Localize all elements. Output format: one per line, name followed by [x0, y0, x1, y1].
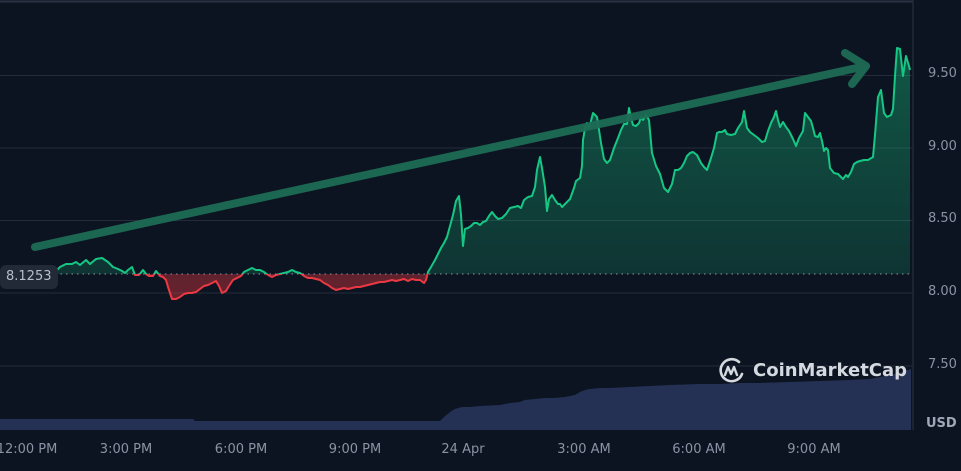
x-tick-label: 12:00 PM: [0, 442, 58, 457]
x-tick-label: 3:00 AM: [557, 442, 611, 457]
y-tick-label: 9.50: [928, 66, 957, 81]
volume-area: [0, 369, 911, 430]
y-tick-label: 7.50: [928, 357, 957, 372]
currency-label: USD: [926, 416, 957, 431]
uptrend-arrow-icon: [31, 49, 870, 251]
x-tick-label: 3:00 PM: [99, 442, 153, 457]
baseline-value-label: 8.1253: [0, 265, 58, 289]
coinmarketcap-logo-icon: [719, 357, 744, 383]
x-tick-label: 9:00 PM: [328, 442, 382, 457]
y-tick-label: 8.50: [928, 211, 957, 226]
y-tick-label: 8.00: [928, 284, 957, 299]
price-line: [54, 47, 911, 300]
x-tick-label: 6:00 AM: [672, 442, 726, 457]
y-tick-label: 9.00: [928, 139, 957, 154]
x-tick-label: 24 Apr: [441, 442, 485, 457]
x-tick-label: 9:00 AM: [787, 442, 841, 457]
watermark-text: CoinMarketCap: [753, 359, 908, 381]
x-tick-label: 6:00 PM: [214, 442, 268, 457]
coinmarketcap-watermark: CoinMarketCap: [717, 355, 907, 385]
